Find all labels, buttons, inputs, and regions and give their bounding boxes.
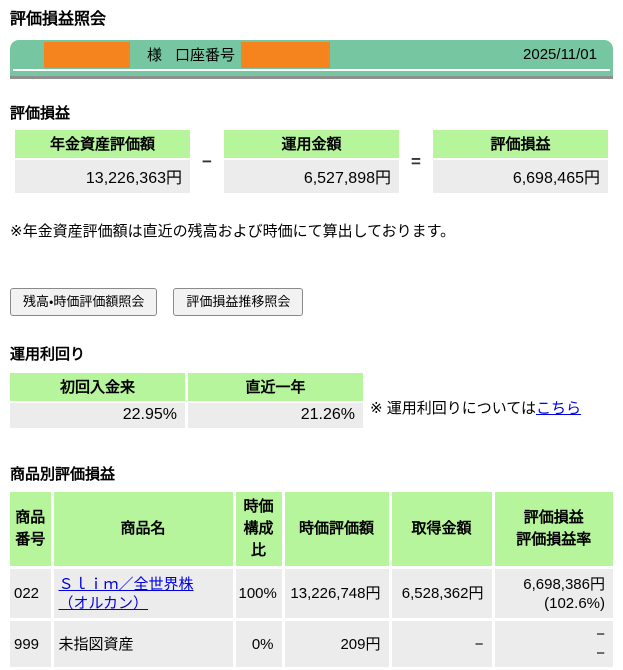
yield-value-since-first-deposit: 22.95% (10, 402, 188, 428)
col-header-product-name: 商品名 (52, 492, 236, 569)
pension-asset-valuation-label: 年金資産評価額 (15, 130, 190, 158)
yield-table: 初回入金来 直近一年 22.95% 21.26% (10, 373, 363, 428)
product-market-value: 209円 (283, 619, 392, 670)
valuation-gain-box: 評価損益 6,698,465円 (433, 130, 608, 193)
product-acquisition-amount: − (390, 619, 495, 670)
products-table: 商品 番号 商品名 時価 構成 比 時価評価額 取得金額 評価損益 評価損益率 … (10, 492, 613, 670)
col-header-market-ratio: 時価 構成 比 (234, 492, 285, 569)
yield-note-text: ※ 運用利回りについては (370, 400, 536, 417)
col-header-product-code: 商品 番号 (10, 492, 54, 569)
pension-asset-valuation-value: 13,226,363円 (15, 160, 190, 193)
invested-amount-box: 運用金額 6,527,898円 (224, 130, 399, 193)
product-row-999: 999 未指図資産 0% 209円 − − − (10, 619, 613, 670)
valuation-gain-label: 評価損益 (433, 130, 608, 158)
customer-name-suffix: 様 (147, 47, 163, 64)
yield-note: ※ 運用利回りについてはこちら (370, 397, 581, 418)
yield-header-since-first-deposit: 初回入金来 (10, 373, 188, 403)
col-header-acquisition-amount: 取得金額 (390, 492, 495, 569)
balance-valuation-inquiry-button[interactable]: 残高・時価評価額照会 (10, 288, 158, 316)
yield-header-last-one-year: 直近一年 (186, 373, 363, 403)
page-title: 評価損益照会 (10, 11, 107, 28)
product-gain: − (596, 626, 605, 643)
valuation-calc-row: 年金資産評価額 13,226,363円 − 運用金額 6,527,898円 = … (15, 130, 608, 193)
yield-value-last-one-year: 21.26% (186, 402, 363, 428)
products-section-title: 商品別評価損益 (10, 466, 116, 483)
product-gain-rate: (102.6%) (544, 594, 605, 612)
invested-amount-value: 6,527,898円 (224, 160, 399, 193)
valuation-gain-value: 6,698,465円 (433, 160, 608, 193)
product-name-link[interactable]: Ｓｌｉｍ／全世界株 （オルカン） (58, 575, 194, 612)
valuation-note: ※年金資産評価額は直近の残高および時価にて算出しております。 (10, 223, 456, 240)
product-acquisition-amount: 6,528,362円 (390, 567, 495, 621)
pension-asset-valuation-box: 年金資産評価額 13,226,363円 (15, 130, 190, 193)
account-number-label: 口座番号 (175, 47, 236, 64)
statement-date: 2025/11/01 (523, 46, 597, 63)
redacted-account-number (241, 41, 331, 68)
minus-operator: − (202, 151, 212, 171)
col-header-gain-and-rate: 評価損益 評価損益率 (493, 492, 613, 569)
redacted-customer-name (44, 41, 130, 68)
product-market-value: 13,226,748円 (283, 567, 392, 621)
product-market-ratio: 100% (234, 567, 285, 621)
product-gain: 6,698,386円 (523, 575, 605, 593)
product-gain-rate: − (596, 645, 605, 662)
yield-row: 初回入金来 直近一年 22.95% 21.26% ※ 運用利回りについてはこちら (10, 373, 613, 428)
product-code: 022 (10, 567, 54, 621)
products-header-row: 商品 番号 商品名 時価 構成 比 時価評価額 取得金額 評価損益 評価損益率 (10, 492, 613, 569)
valuation-section-title: 評価損益 (10, 105, 71, 122)
product-row-022: 022 Ｓｌｉｍ／全世界株 （オルカン） 100% 13,226,748円 6,… (10, 567, 613, 621)
equals-operator: = (411, 151, 421, 171)
product-gain-cell: − − (493, 619, 613, 670)
product-name-text: 未指図資産 (58, 635, 134, 653)
product-gain-cell: 6,698,386円 (102.6%) (493, 567, 613, 621)
col-header-market-value: 時価評価額 (283, 492, 392, 569)
product-name-cell: Ｓｌｉｍ／全世界株 （オルカン） (52, 567, 236, 621)
invested-amount-label: 運用金額 (224, 130, 399, 158)
account-bar: 様 口座番号 2025/11/01 (10, 40, 613, 79)
product-name-cell: 未指図資産 (52, 619, 236, 670)
valuation-gain-transition-inquiry-button[interactable]: 評価損益推移照会 (173, 288, 304, 316)
yield-info-link[interactable]: こちら (536, 400, 582, 417)
yield-section-title: 運用利回り (10, 346, 86, 363)
action-button-row: 残高・時価評価額照会 評価損益推移照会 (10, 288, 613, 316)
product-code: 999 (10, 619, 54, 670)
product-market-ratio: 0% (234, 619, 285, 670)
